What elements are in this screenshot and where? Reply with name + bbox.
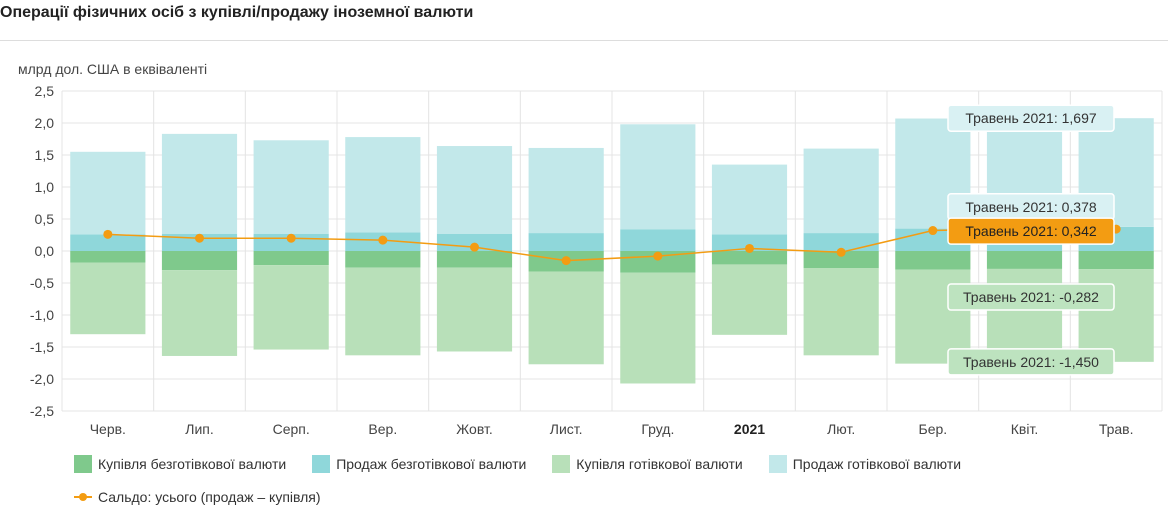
- tooltip-label: Травень 2021: -0,282: [963, 289, 1099, 305]
- tooltip-label: Травень 2021: 1,697: [965, 110, 1096, 126]
- bar-buy-cash: [253, 265, 329, 350]
- x-tick-label: Черв.: [90, 421, 126, 437]
- bar-buy-cash: [711, 264, 788, 335]
- bar-sell-cash: [436, 146, 513, 234]
- bar-buy-noncash: [895, 251, 971, 270]
- bar-sell-noncash: [711, 234, 788, 251]
- bar-sell-cash: [345, 137, 421, 233]
- tooltip-box: [947, 104, 1115, 132]
- tooltip-label: Травень 2021: 0,378: [965, 199, 1096, 215]
- x-tick-label: Серп.: [273, 421, 310, 437]
- y-tick-label: -1,0: [30, 307, 54, 323]
- bar-buy-cash: [161, 270, 238, 356]
- chart-title: Операції фізичних осіб з купівлі/продажу…: [0, 4, 474, 21]
- bar-buy-noncash: [803, 251, 879, 269]
- x-tick-label: Бер.: [919, 421, 948, 437]
- legend-item-buy-noncash[interactable]: Купівля безготівкової валюти: [74, 455, 286, 473]
- y-tick-label: 2,5: [35, 83, 55, 99]
- balance-point: [286, 233, 296, 243]
- bar-buy-cash: [620, 272, 696, 384]
- legend-item-sell-noncash[interactable]: Продаж безготівкової валюти: [312, 455, 526, 473]
- x-tick-label: Вер.: [368, 421, 397, 437]
- legend-line-icon: [74, 488, 92, 506]
- legend-item-buy-cash[interactable]: Купівля готівкової валюти: [552, 455, 743, 473]
- bar-buy-cash: [345, 267, 421, 356]
- legend-label-balance: Сальдо: усього (продаж – купівля): [98, 489, 321, 505]
- legend-item-sell-cash[interactable]: Продаж готівкової валюти: [768, 455, 962, 473]
- balance-point: [745, 243, 754, 253]
- bar-buy-noncash: [436, 251, 513, 268]
- bar-buy-noncash: [1078, 251, 1154, 270]
- bar-buy-noncash: [253, 251, 329, 266]
- tooltip-box: [947, 217, 1115, 245]
- bar-buy-cash: [803, 268, 879, 356]
- y-tick-label: 0,0: [35, 243, 55, 259]
- balance-point: [470, 242, 479, 252]
- bar-sell-noncash: [803, 233, 879, 251]
- tooltip-label: Травень 2021: 0,342: [965, 223, 1096, 239]
- legend-swatch-sell-cash: [768, 455, 787, 473]
- y-tick-label: -0,5: [30, 275, 54, 291]
- y-tick-label: -2,0: [30, 371, 54, 387]
- bar-sell-cash: [620, 124, 696, 230]
- x-tick-label: 2021: [734, 421, 765, 437]
- legend-label-buy-cash: Купівля готівкової валюти: [576, 456, 743, 472]
- balance-point: [653, 251, 663, 261]
- x-tick-label: Жовт.: [456, 421, 492, 437]
- balance-point: [561, 256, 571, 266]
- x-tick-label: Груд.: [641, 421, 674, 437]
- legend-label-buy-noncash: Купівля безготівкової валюти: [98, 456, 287, 472]
- tooltip-label: Травень 2021: -1,450: [963, 354, 1099, 370]
- bar-sell-cash: [253, 140, 329, 234]
- bar-sell-cash: [161, 133, 238, 234]
- y-tick-label: -1,5: [30, 339, 54, 355]
- legend-label-sell-noncash: Продаж безготівкової валюти: [336, 456, 527, 472]
- y-tick-label: 0,5: [35, 211, 55, 227]
- tooltip-box: [947, 348, 1115, 376]
- legend-swatch-sell-noncash: [312, 455, 331, 473]
- bar-buy-cash: [70, 262, 146, 335]
- bar-sell-noncash: [620, 229, 696, 251]
- legend-item-balance[interactable]: Сальдо: усього (продаж – купівля): [74, 488, 321, 506]
- bar-buy-noncash: [986, 251, 1063, 269]
- bar-buy-noncash: [70, 251, 146, 263]
- bar-buy-noncash: [345, 251, 421, 268]
- legend-swatch-buy-noncash: [74, 455, 92, 473]
- bar-buy-cash: [986, 268, 1063, 362]
- bar-sell-cash: [711, 164, 788, 235]
- balance-point: [836, 247, 846, 257]
- y-axis-unit-label: млрд дол. США в еквіваленті: [18, 61, 208, 77]
- x-tick-label: Трав.: [1099, 421, 1134, 437]
- x-tick-label: Квіт.: [1011, 421, 1038, 437]
- chart-legend: Купівля безготівкової валюти Продаж безг…: [74, 452, 1154, 509]
- legend-label-sell-cash: Продаж готівкової валюти: [792, 456, 962, 472]
- balance-point: [378, 235, 388, 245]
- bar-sell-cash: [803, 148, 879, 234]
- bar-sell-noncash: [436, 233, 513, 251]
- y-tick-label: -2,5: [30, 403, 54, 419]
- legend-swatch-buy-cash: [552, 455, 571, 473]
- y-tick-label: 1,5: [35, 147, 55, 163]
- y-tick-label: 1,0: [35, 179, 55, 195]
- x-tick-label: Лип.: [185, 421, 213, 437]
- balance-point: [195, 233, 204, 243]
- bar-buy-noncash: [161, 251, 238, 271]
- balance-point: [103, 229, 113, 239]
- x-tick-label: Лист.: [550, 421, 583, 437]
- bar-sell-noncash: [528, 233, 604, 251]
- bar-buy-cash: [528, 271, 604, 365]
- bar-sell-cash: [70, 151, 146, 235]
- bar-buy-cash: [1078, 269, 1154, 362]
- bar-sell-noncash: [70, 234, 146, 251]
- x-tick-label: Лют.: [827, 421, 855, 437]
- title-divider: [0, 40, 1168, 41]
- y-tick-label: 2,0: [35, 115, 55, 131]
- bar-buy-noncash: [711, 251, 788, 265]
- balance-point: [928, 226, 938, 236]
- bar-sell-cash: [528, 147, 604, 234]
- tooltip-box: [947, 283, 1115, 311]
- bar-buy-cash: [436, 267, 513, 352]
